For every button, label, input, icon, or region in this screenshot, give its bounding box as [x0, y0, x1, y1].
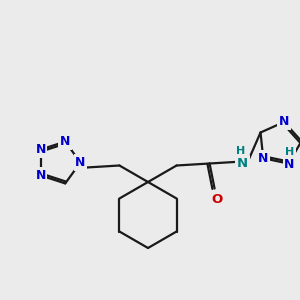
Text: H: H: [236, 146, 245, 155]
Text: N: N: [75, 156, 85, 169]
Text: N: N: [258, 152, 268, 165]
Text: N: N: [35, 143, 46, 156]
Text: N: N: [284, 158, 295, 171]
Text: N: N: [60, 135, 70, 148]
Text: N: N: [279, 116, 289, 128]
Text: N: N: [237, 157, 248, 170]
Text: N: N: [35, 169, 46, 182]
Text: H: H: [285, 147, 294, 157]
Text: O: O: [211, 193, 222, 206]
